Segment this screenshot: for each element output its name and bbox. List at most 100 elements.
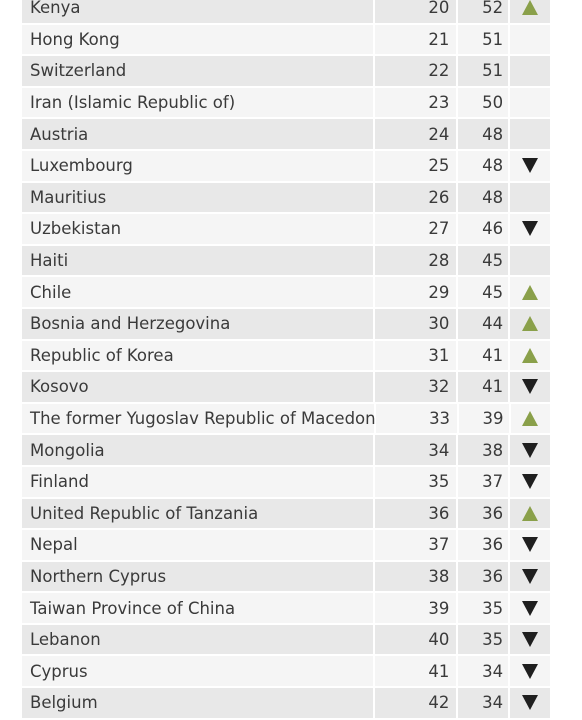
trend-cell bbox=[510, 624, 551, 655]
trend-cell bbox=[510, 403, 550, 434]
trend-cell bbox=[510, 340, 551, 371]
score-value: 39 bbox=[459, 403, 509, 434]
table-row: Lebanon 40 35 bbox=[22, 624, 551, 655]
table-row: Hong Kong 21 51 bbox=[22, 24, 551, 55]
rank-value: 20 bbox=[374, 0, 457, 23]
trend-cell bbox=[510, 372, 551, 402]
rank-value: 38 bbox=[374, 561, 457, 592]
triangle-down-icon bbox=[522, 663, 539, 679]
table-row: Belgium 42 34 bbox=[22, 688, 551, 718]
country-name: The former Yugoslav Republic of Macedoni… bbox=[22, 403, 390, 434]
score-value: 48 bbox=[458, 150, 509, 181]
country-name: Finland bbox=[22, 466, 373, 497]
country-name: Hong Kong bbox=[22, 24, 373, 55]
country-name: Switzerland bbox=[22, 56, 373, 86]
score-value: 46 bbox=[458, 214, 509, 244]
ranking-table: Kenya 20 52 Hong Kong 21 51 Switzerland 22 51 Ira… bbox=[22, 0, 551, 720]
table-row: The former Yugoslav Republic of Macedoni… bbox=[22, 403, 550, 434]
trend-cell bbox=[510, 308, 551, 339]
country-name: Mauritius bbox=[22, 182, 373, 213]
trend-cell bbox=[510, 688, 551, 718]
trend-cell bbox=[510, 87, 551, 118]
country-name: Nepal bbox=[22, 530, 373, 560]
score-value: 45 bbox=[458, 277, 509, 307]
rank-value: 42 bbox=[374, 688, 457, 718]
table-row: Finland 35 37 bbox=[22, 466, 551, 497]
score-value: 51 bbox=[458, 24, 509, 55]
table-row: Luxembourg 25 48 bbox=[22, 150, 551, 181]
rank-value: 35 bbox=[374, 466, 457, 497]
table-row: Nepal 37 36 bbox=[22, 530, 551, 560]
score-value: 41 bbox=[458, 372, 509, 402]
triangle-up-icon bbox=[522, 0, 539, 16]
country-name: Kenya bbox=[22, 0, 373, 23]
triangle-up-icon bbox=[522, 347, 539, 363]
triangle-down-icon bbox=[522, 695, 539, 711]
country-name: Taiwan Province of China bbox=[22, 593, 373, 623]
country-name: Uzbekistan bbox=[22, 214, 373, 244]
trend-cell bbox=[510, 24, 551, 55]
score-value: 34 bbox=[458, 688, 509, 718]
trend-cell bbox=[510, 498, 551, 529]
triangle-down-icon bbox=[522, 537, 539, 553]
table-row: Taiwan Province of China 39 35 bbox=[22, 593, 551, 623]
score-value: 35 bbox=[458, 624, 509, 655]
triangle-up-icon bbox=[522, 284, 539, 300]
rank-value: 40 bbox=[374, 624, 457, 655]
table-row: Kenya 20 52 bbox=[22, 0, 551, 23]
country-name: Cyprus bbox=[22, 656, 373, 687]
country-name: Austria bbox=[22, 119, 373, 149]
rank-value: 28 bbox=[374, 245, 457, 276]
trend-cell bbox=[510, 0, 551, 23]
table-row: Switzerland 22 51 bbox=[22, 56, 551, 86]
table-row: Mongolia 34 38 bbox=[22, 435, 551, 465]
rank-value: 41 bbox=[374, 656, 457, 687]
triangle-down-icon bbox=[522, 221, 539, 237]
rank-value: 36 bbox=[374, 498, 457, 529]
score-value: 34 bbox=[458, 656, 509, 687]
rank-value: 31 bbox=[374, 340, 457, 371]
table-row: Haiti 28 45 bbox=[22, 245, 551, 276]
triangle-down-icon bbox=[522, 442, 539, 458]
triangle-down-icon bbox=[522, 474, 539, 490]
country-name: Luxembourg bbox=[22, 150, 373, 181]
country-name: Haiti bbox=[22, 245, 373, 276]
country-name: Northern Cyprus bbox=[22, 561, 373, 592]
triangle-up-icon bbox=[522, 411, 539, 427]
country-name: Belgium bbox=[22, 688, 373, 718]
table-row: Austria 24 48 bbox=[22, 119, 551, 149]
triangle-down-icon bbox=[522, 568, 539, 584]
trend-cell bbox=[510, 214, 551, 244]
score-value: 48 bbox=[458, 182, 509, 213]
rank-value: 32 bbox=[374, 372, 457, 402]
country-name: Republic of Korea bbox=[22, 340, 373, 371]
trend-cell bbox=[510, 150, 551, 181]
rank-value: 21 bbox=[374, 24, 457, 55]
country-name: United Republic of Tanzania bbox=[22, 498, 373, 529]
trend-cell bbox=[510, 277, 551, 307]
country-name: Mongolia bbox=[22, 435, 373, 465]
table-row: United Republic of Tanzania 36 36 bbox=[22, 498, 551, 529]
score-value: 37 bbox=[458, 466, 509, 497]
rank-value: 26 bbox=[374, 182, 457, 213]
trend-cell bbox=[510, 593, 551, 623]
rank-value: 33 bbox=[376, 403, 458, 434]
triangle-down-icon bbox=[522, 379, 539, 395]
trend-cell bbox=[510, 561, 551, 592]
table-row: Cyprus 41 34 bbox=[22, 656, 551, 687]
triangle-up-icon bbox=[522, 316, 539, 332]
country-name: Lebanon bbox=[22, 624, 373, 655]
rank-value: 39 bbox=[374, 593, 457, 623]
country-name: Chile bbox=[22, 277, 373, 307]
table-row: Chile 29 45 bbox=[22, 277, 551, 307]
triangle-down-icon bbox=[522, 632, 539, 648]
trend-cell bbox=[510, 466, 551, 497]
trend-cell bbox=[510, 656, 551, 687]
rank-value: 29 bbox=[374, 277, 457, 307]
table-row: Republic of Korea 31 41 bbox=[22, 340, 551, 371]
trend-cell bbox=[510, 245, 551, 276]
rank-value: 24 bbox=[374, 119, 457, 149]
score-value: 36 bbox=[458, 561, 509, 592]
table-row: Northern Cyprus 38 36 bbox=[22, 561, 551, 592]
rank-value: 23 bbox=[374, 87, 457, 118]
